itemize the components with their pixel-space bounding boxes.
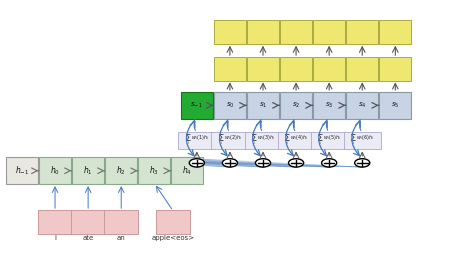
Circle shape: [355, 159, 370, 167]
FancyBboxPatch shape: [6, 157, 38, 184]
FancyBboxPatch shape: [39, 157, 71, 184]
FancyBboxPatch shape: [214, 20, 246, 44]
Text: $s_2$: $s_2$: [292, 101, 301, 110]
FancyBboxPatch shape: [181, 92, 213, 119]
Text: $\sum_i$ $w_i(6)h_i$: $\sum_i$ $w_i(6)h_i$: [350, 132, 374, 147]
FancyBboxPatch shape: [280, 92, 312, 119]
FancyBboxPatch shape: [346, 20, 378, 44]
Text: $\sum_i$ $w_i(1)h_i$: $\sum_i$ $w_i(1)h_i$: [185, 132, 209, 147]
Text: $s_0$: $s_0$: [226, 101, 234, 110]
Text: $h_3$: $h_3$: [149, 164, 159, 177]
FancyBboxPatch shape: [105, 157, 137, 184]
Circle shape: [321, 159, 337, 167]
FancyBboxPatch shape: [214, 57, 246, 80]
FancyBboxPatch shape: [178, 132, 215, 149]
Text: $\sum_i$ $w_i(5)h_i$: $\sum_i$ $w_i(5)h_i$: [317, 132, 341, 147]
Text: $h_2$: $h_2$: [116, 164, 126, 177]
FancyBboxPatch shape: [313, 20, 345, 44]
FancyBboxPatch shape: [280, 20, 312, 44]
FancyBboxPatch shape: [346, 57, 378, 80]
FancyBboxPatch shape: [211, 132, 248, 149]
Text: $s_{-1}$: $s_{-1}$: [191, 101, 203, 110]
FancyBboxPatch shape: [245, 132, 282, 149]
FancyBboxPatch shape: [156, 210, 190, 234]
FancyBboxPatch shape: [313, 92, 345, 119]
FancyBboxPatch shape: [311, 132, 347, 149]
Text: $\sum_i$ $w_i(3)h_i$: $\sum_i$ $w_i(3)h_i$: [251, 132, 275, 147]
FancyBboxPatch shape: [379, 20, 411, 44]
Circle shape: [222, 159, 237, 167]
Text: $\sum_i$ $w_i(4)h_i$: $\sum_i$ $w_i(4)h_i$: [284, 132, 308, 147]
FancyBboxPatch shape: [214, 92, 246, 119]
FancyBboxPatch shape: [344, 132, 381, 149]
FancyBboxPatch shape: [171, 157, 203, 184]
FancyBboxPatch shape: [104, 210, 138, 234]
Text: $\sum_i$ $w_i(2)h_i$: $\sum_i$ $w_i(2)h_i$: [218, 132, 242, 147]
Text: $h_1$: $h_1$: [83, 164, 93, 177]
FancyBboxPatch shape: [247, 92, 279, 119]
Circle shape: [255, 159, 271, 167]
FancyBboxPatch shape: [379, 92, 411, 119]
Text: $s_5$: $s_5$: [391, 101, 400, 110]
FancyBboxPatch shape: [278, 132, 315, 149]
FancyBboxPatch shape: [72, 210, 105, 234]
FancyBboxPatch shape: [72, 157, 104, 184]
FancyBboxPatch shape: [38, 210, 72, 234]
FancyBboxPatch shape: [346, 92, 378, 119]
Text: an: an: [117, 235, 126, 241]
FancyBboxPatch shape: [138, 157, 170, 184]
Text: $s_3$: $s_3$: [325, 101, 333, 110]
Text: apple<eos>: apple<eos>: [152, 235, 195, 241]
Text: $s_1$: $s_1$: [259, 101, 267, 110]
FancyBboxPatch shape: [280, 57, 312, 80]
Text: I: I: [54, 235, 56, 241]
Circle shape: [289, 159, 304, 167]
Text: $h_{-1}$: $h_{-1}$: [15, 164, 29, 177]
Circle shape: [189, 159, 204, 167]
Text: ate: ate: [82, 235, 94, 241]
FancyBboxPatch shape: [247, 20, 279, 44]
FancyBboxPatch shape: [379, 57, 411, 80]
Text: $s_4$: $s_4$: [358, 101, 366, 110]
FancyBboxPatch shape: [247, 57, 279, 80]
Text: $h_0$: $h_0$: [50, 164, 60, 177]
FancyBboxPatch shape: [313, 57, 345, 80]
Text: $h_4$: $h_4$: [182, 164, 192, 177]
